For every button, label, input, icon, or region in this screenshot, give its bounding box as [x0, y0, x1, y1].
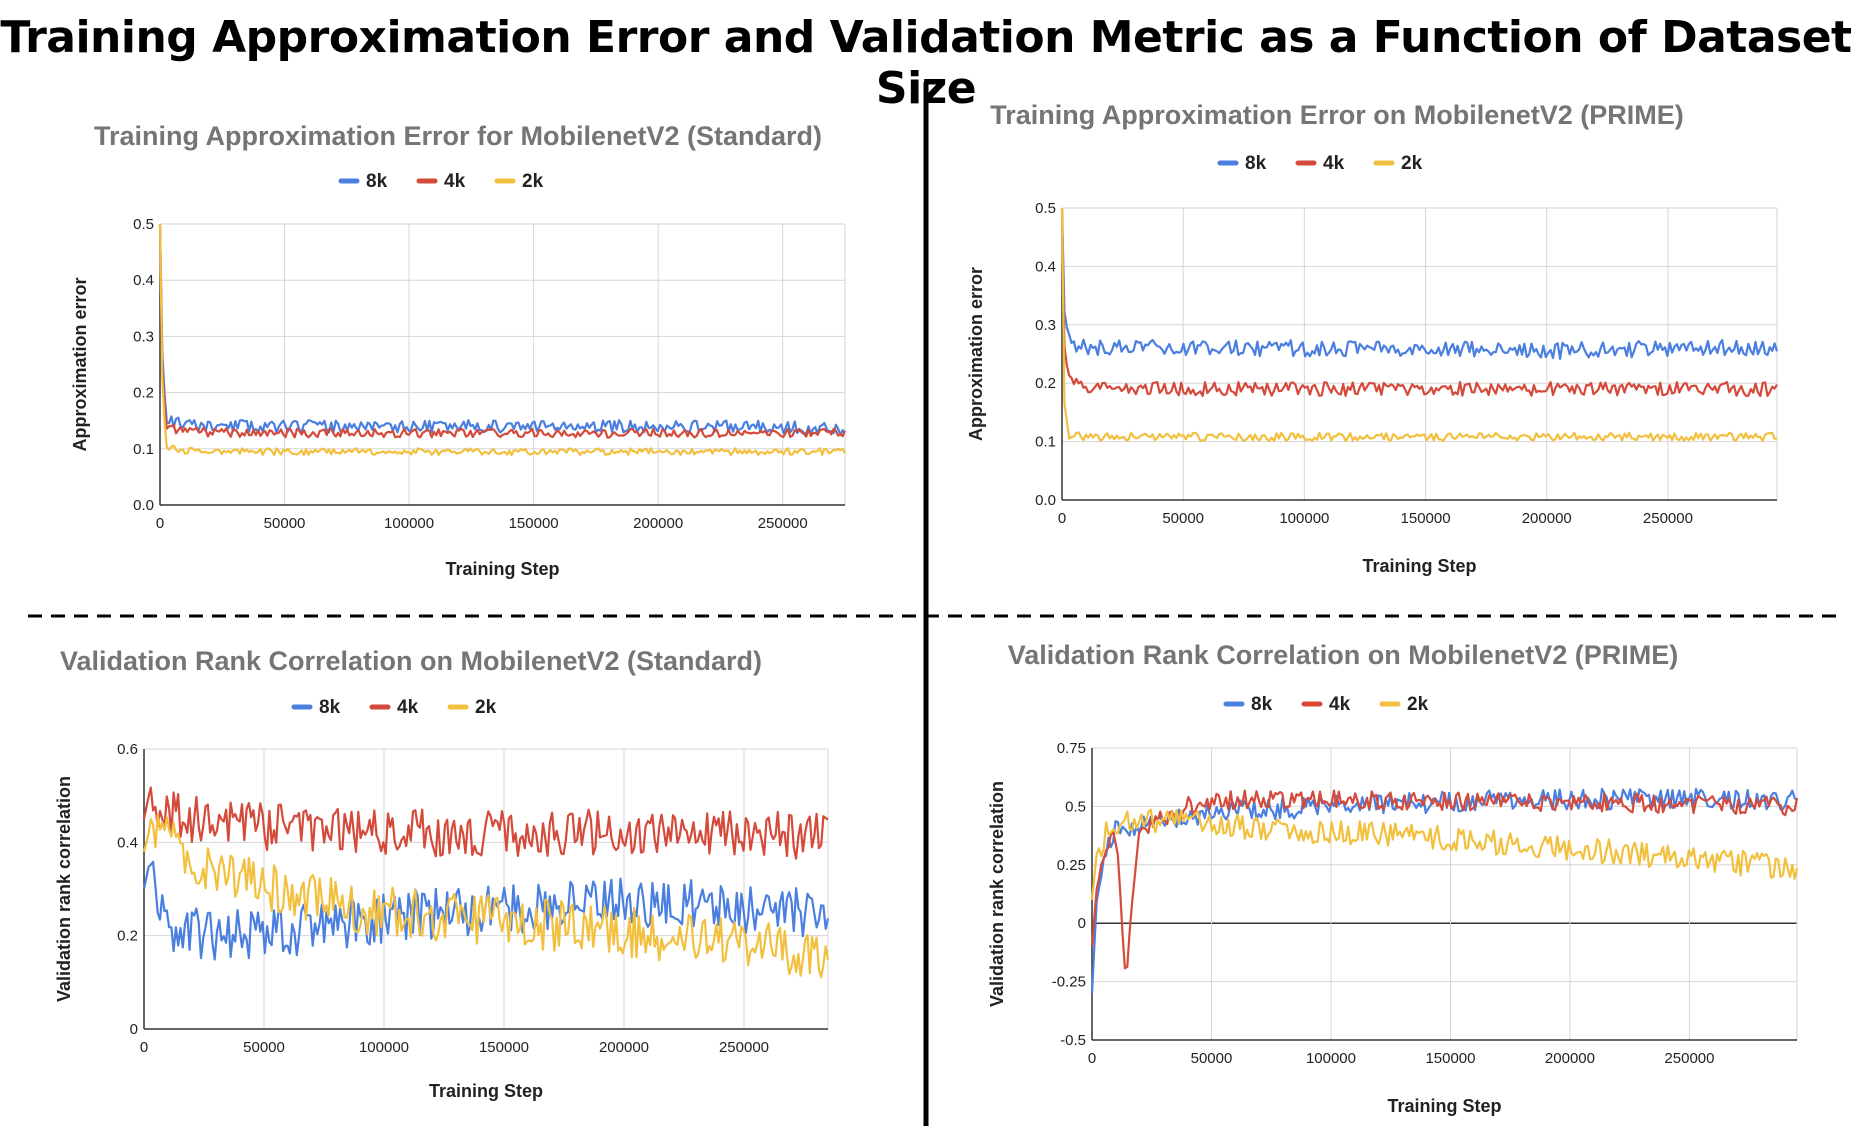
legend-label-4k: 4k — [397, 697, 419, 718]
chart-panel-standard-approx-error: Training Approximation Error for Mobilen… — [70, 121, 847, 579]
y-tick-label: 0.5 — [1065, 798, 1086, 815]
y-tick-label: 0.2 — [1035, 375, 1056, 392]
legend-label-2k: 2k — [522, 171, 544, 192]
legend-label-4k: 4k — [1329, 694, 1351, 715]
y-tick-label: 0.5 — [133, 216, 154, 233]
y-tick-label: 0 — [1078, 915, 1086, 932]
x-tick-label: 0 — [1058, 510, 1066, 527]
y-axis-title: Validation rank correlation — [987, 781, 1007, 1007]
series-line-2k — [1090, 808, 1799, 900]
legend-label-2k: 2k — [1401, 153, 1423, 174]
y-tick-label: 0.1 — [133, 441, 154, 458]
x-tick-label: 200000 — [1545, 1050, 1595, 1067]
x-tick-label: 250000 — [1643, 510, 1693, 527]
y-tick-label: 0.3 — [133, 328, 154, 345]
x-axis-title: Training Step — [1362, 556, 1476, 576]
y-tick-label: 0.4 — [1035, 258, 1056, 275]
y-tick-label: 0.4 — [133, 272, 154, 289]
series-line-8k — [158, 223, 846, 436]
legend-label-8k: 8k — [366, 171, 388, 192]
x-tick-label: 0 — [156, 515, 164, 532]
chart-title: Training Approximation Error for Mobilen… — [94, 121, 822, 151]
chart-panel-prime-approx-error: Training Approximation Error on Mobilene… — [966, 100, 1779, 576]
x-tick-label: 0 — [140, 1039, 148, 1056]
y-tick-label: 0.1 — [1035, 434, 1056, 451]
x-axis-title: Training Step — [1387, 1096, 1501, 1116]
y-axis-title: Approximation error — [70, 277, 90, 451]
legend-label-2k: 2k — [1407, 694, 1429, 715]
x-tick-label: 100000 — [384, 515, 434, 532]
y-tick-label: 0.2 — [133, 385, 154, 402]
y-tick-label: 0.0 — [1035, 492, 1056, 509]
x-tick-label: 250000 — [758, 515, 808, 532]
y-tick-label: 0.25 — [1057, 857, 1086, 874]
page-title: Training Approximation Error and Validat… — [0, 12, 1852, 114]
x-axis-title: Training Step — [429, 1081, 543, 1101]
series-line-4k — [1060, 207, 1778, 398]
x-tick-label: 100000 — [359, 1039, 409, 1056]
series-line-2k — [1060, 207, 1778, 443]
series-line-4k — [142, 786, 829, 860]
legend-label-8k: 8k — [1251, 694, 1273, 715]
series-line-4k — [1090, 789, 1799, 970]
y-axis-title: Validation rank correlation — [54, 776, 74, 1002]
y-tick-label: 0.75 — [1057, 740, 1086, 757]
y-tick-label: 0.2 — [117, 928, 138, 945]
chart-title: Validation Rank Correlation on Mobilenet… — [1008, 640, 1679, 670]
x-tick-label: 50000 — [1191, 1050, 1233, 1067]
x-tick-label: 0 — [1088, 1050, 1096, 1067]
chart-panel-standard-validation: Validation Rank Correlation on Mobilenet… — [54, 646, 830, 1101]
legend-label-4k: 4k — [444, 171, 466, 192]
y-axis-title: Approximation error — [966, 267, 986, 441]
x-tick-label: 150000 — [1425, 1050, 1475, 1067]
x-tick-label: 50000 — [264, 515, 306, 532]
x-tick-label: 150000 — [1401, 510, 1451, 527]
series-line-2k — [142, 813, 830, 979]
y-tick-label: 0.6 — [117, 741, 138, 758]
y-tick-label: -0.5 — [1060, 1032, 1086, 1049]
x-axis-title: Training Step — [445, 559, 559, 579]
legend-label-8k: 8k — [319, 697, 341, 718]
y-tick-label: 0.0 — [133, 497, 154, 514]
x-tick-label: 150000 — [479, 1039, 529, 1056]
x-tick-label: 250000 — [1664, 1050, 1714, 1067]
legend-label-4k: 4k — [1323, 153, 1345, 174]
series-line-8k — [1090, 787, 1798, 994]
y-tick-label: 0.4 — [117, 834, 138, 851]
legend-label-2k: 2k — [475, 697, 497, 718]
x-tick-label: 100000 — [1306, 1050, 1356, 1067]
y-tick-label: 0.3 — [1035, 317, 1056, 334]
y-tick-label: -0.25 — [1052, 974, 1086, 991]
x-tick-label: 150000 — [509, 515, 559, 532]
series-line-8k — [1060, 207, 1779, 360]
chart-panel-prime-validation: Validation Rank Correlation on Mobilenet… — [987, 640, 1799, 1116]
series-line-2k — [158, 223, 846, 457]
y-tick-label: 0 — [130, 1021, 138, 1038]
x-tick-label: 50000 — [243, 1039, 285, 1056]
x-tick-label: 200000 — [1522, 510, 1572, 527]
chart-title: Validation Rank Correlation on Mobilenet… — [60, 646, 762, 676]
chart-title: Training Approximation Error on Mobilene… — [990, 100, 1684, 130]
legend-label-8k: 8k — [1245, 153, 1267, 174]
x-tick-label: 50000 — [1162, 510, 1204, 527]
x-tick-label: 200000 — [633, 515, 683, 532]
series-line-4k — [158, 223, 847, 439]
y-tick-label: 0.5 — [1035, 200, 1056, 217]
x-tick-label: 100000 — [1279, 510, 1329, 527]
x-tick-label: 200000 — [599, 1039, 649, 1056]
x-tick-label: 250000 — [719, 1039, 769, 1056]
